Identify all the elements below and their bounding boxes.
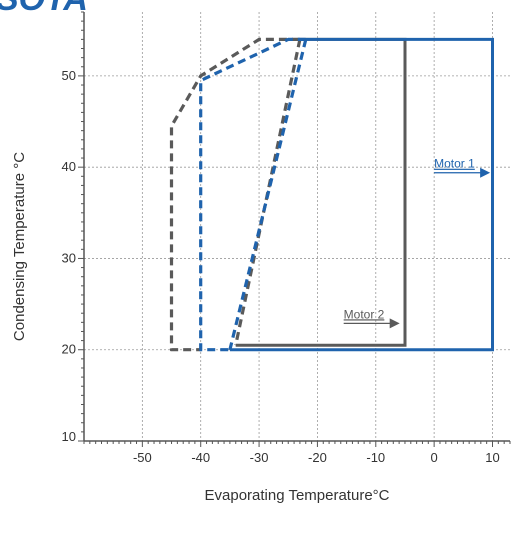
x-tick-label: -30 [250, 450, 269, 465]
x-tick-label: -10 [366, 450, 385, 465]
x-tick-label: -40 [191, 450, 210, 465]
motor-2-solid-envelope [235, 37, 407, 347]
annotations: Motor 1 Motor 2 [343, 157, 491, 329]
x-tick-label: -50 [133, 450, 152, 465]
motor-1-solid-envelope [229, 37, 494, 352]
brand-logo: SOTA [0, 0, 88, 18]
motor-2-annotation-label: Motor 2 [344, 307, 385, 321]
y-tick-label: 50 [62, 68, 76, 83]
y-tick-label: 10 [62, 429, 76, 444]
motor-1-annotation-label: Motor 1 [434, 157, 475, 171]
y-tick-label: 40 [62, 159, 76, 174]
x-tick-label: -20 [308, 450, 327, 465]
grid [84, 12, 510, 441]
axes: -50 -40 -30 -20 -10 0 10 10 20 30 40 50 [62, 11, 511, 465]
x-tick-label: 0 [431, 450, 438, 465]
motor-1-dashed-inner-line [228, 39, 308, 351]
motor-2-dashed-envelope [169, 37, 300, 352]
motor-1-annotation-arrowhead [480, 167, 491, 178]
y-axis-label: Condensing Temperature °C [11, 152, 28, 341]
series-group [169, 37, 494, 352]
y-tick-label: 30 [62, 250, 76, 265]
x-axis-label: Evaporating Temperature°C [205, 487, 390, 504]
y-tick-label: 20 [62, 342, 76, 357]
motor-1-dashed-envelope [199, 37, 306, 352]
motor-2-annotation-arrowhead [389, 318, 400, 329]
x-tick-label: 10 [485, 450, 499, 465]
